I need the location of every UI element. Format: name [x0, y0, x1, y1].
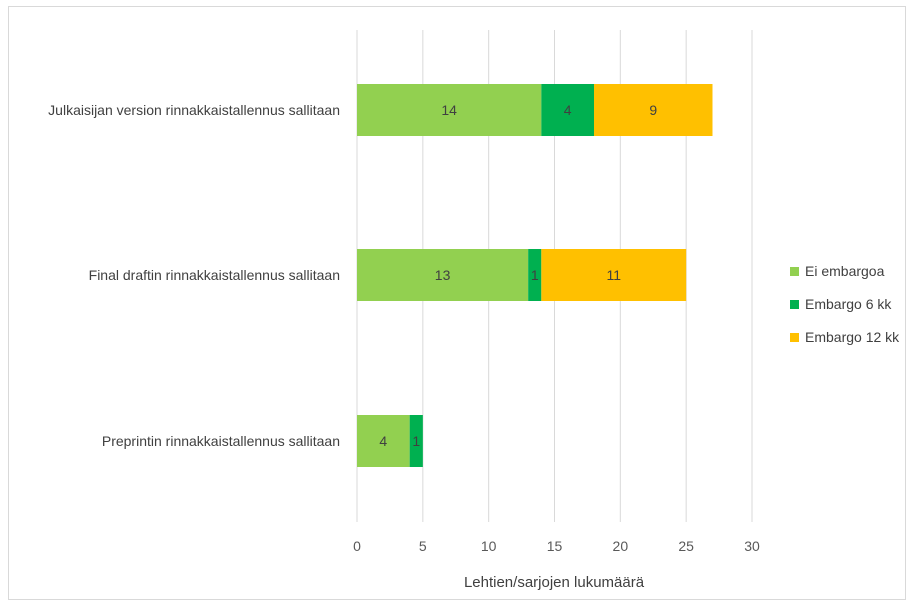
- x-tick-label: 30: [744, 538, 760, 554]
- category-label: Preprintin rinnakkaistallennus sallitaan: [102, 433, 340, 449]
- legend-label: Embargo 12 kk: [805, 329, 900, 345]
- x-tick-label: 20: [613, 538, 629, 554]
- x-tick-labels: 0 5 10 15 20 25 30: [353, 538, 760, 554]
- x-tick-label: 5: [419, 538, 427, 554]
- data-label: 4: [379, 433, 387, 449]
- legend: Ei embargoa Embargo 6 kk Embargo 12 kk: [790, 263, 900, 345]
- data-label: 9: [649, 102, 657, 118]
- bar-segment: [528, 249, 542, 301]
- bar-segment: [357, 415, 410, 467]
- legend-label: Ei embargoa: [805, 263, 885, 279]
- legend-label: Embargo 6 kk: [805, 296, 892, 312]
- x-tick-label: 0: [353, 538, 361, 554]
- data-label: 1: [412, 433, 420, 449]
- legend-swatch: [790, 300, 799, 309]
- category-label: Final draftin rinnakkaistallennus sallit…: [89, 267, 340, 283]
- x-tick-label: 25: [678, 538, 694, 554]
- bar-segment: [541, 249, 687, 301]
- legend-swatch: [790, 267, 799, 276]
- data-label: 4: [564, 102, 572, 118]
- bar-segment: [409, 415, 423, 467]
- data-label: 11: [606, 267, 621, 283]
- x-axis-title: Lehtien/sarjojen lukumäärä: [464, 574, 645, 591]
- data-label: 13: [435, 267, 451, 283]
- data-label: 1: [531, 267, 539, 283]
- bar-segment: [357, 249, 529, 301]
- data-label: 14: [441, 102, 457, 118]
- bar-segment: [541, 84, 594, 136]
- legend-swatch: [790, 333, 799, 342]
- category-labels: Julkaisijan version rinnakkaistallennus …: [48, 102, 340, 449]
- bar-segment: [594, 84, 713, 136]
- bars: 14 4 913 1 114 1: [357, 84, 713, 467]
- bar-segment: [357, 84, 542, 136]
- category-label: Julkaisijan version rinnakkaistallennus …: [48, 102, 340, 118]
- x-tick-label: 10: [481, 538, 497, 554]
- x-tick-label: 15: [547, 538, 563, 554]
